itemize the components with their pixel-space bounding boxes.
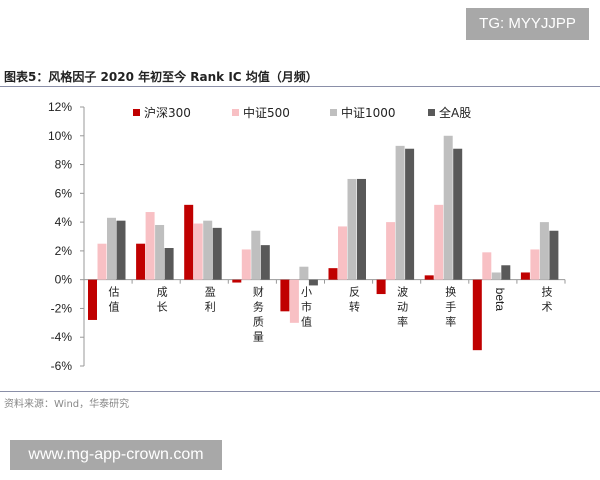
bar-沪深300-技术: [520, 272, 530, 280]
bar-全A股-财务质量: [260, 245, 270, 280]
bar-中证1000-估值: [107, 217, 116, 280]
bar-沪深300-估值: [88, 279, 97, 320]
legend-swatch-沪深300: [133, 109, 140, 116]
bar-中证1000-beta: [491, 272, 501, 280]
source-note: 资料来源：Wind，华泰研究: [4, 399, 130, 410]
bar-中证500-换手率: [434, 204, 444, 280]
category-label: 技术: [541, 286, 552, 314]
bar-中证500-beta: [482, 252, 492, 280]
legend-label: 沪深300: [144, 106, 191, 120]
category-label: 盈利: [205, 286, 216, 314]
bar-中证1000-技术: [539, 222, 549, 280]
bar-沪深300-财务质量: [232, 279, 242, 283]
y-tick-label: 0%: [55, 273, 73, 287]
y-tick-label: -6%: [51, 359, 73, 373]
chart-title: 图表5：风格因子 2020 年初至今 Rank IC 均值（月频）: [4, 70, 318, 84]
y-tick-label: 2%: [55, 244, 73, 258]
bar-沪深300-小市值: [280, 279, 290, 312]
bar-中证1000-小市值: [299, 266, 309, 280]
y-tick-label: 4%: [55, 215, 73, 229]
category-label: beta: [493, 288, 507, 312]
legend-label: 全A股: [439, 105, 471, 120]
bar-沪深300-换手率: [424, 275, 434, 280]
category-label: 小市值: [301, 286, 312, 329]
bar-中证1000-成长: [155, 224, 165, 280]
legend-swatch-中证1000: [330, 109, 337, 116]
legend-swatch-全A股: [428, 109, 435, 116]
bar-中证500-盈利: [193, 223, 203, 280]
legend-swatch-中证500: [232, 109, 239, 116]
bar-中证500-成长: [145, 212, 155, 280]
bar-中证1000-财务质量: [251, 230, 261, 280]
bar-沪深300-beta: [472, 279, 482, 351]
legend-label: 中证500: [243, 105, 290, 120]
category-label: 换手率: [445, 285, 456, 329]
bar-全A股-波动率: [405, 148, 415, 280]
bar-中证1000-盈利: [203, 220, 213, 280]
y-tick-label: -2%: [51, 301, 73, 315]
bar-全A股-技术: [549, 230, 559, 280]
bar-中证1000-反转: [347, 178, 357, 280]
bar-中证500-反转: [338, 226, 347, 280]
bar-全A股-成长: [164, 248, 174, 280]
bar-中证500-波动率: [386, 222, 396, 280]
bar-中证1000-波动率: [395, 145, 405, 280]
bar-中证500-小市值: [289, 279, 299, 323]
y-tick-label: 10%: [48, 129, 72, 143]
watermark-top: TG: MYYJJPP: [466, 8, 589, 40]
source-divider: [0, 391, 600, 392]
bar-全A股-估值: [116, 220, 126, 280]
bar-全A股-beta: [501, 265, 511, 280]
y-tick-label: 6%: [55, 186, 73, 200]
bar-全A股-换手率: [453, 148, 463, 280]
category-label: 反转: [349, 286, 360, 314]
category-label: 财务质量: [253, 285, 264, 344]
bar-中证500-财务质量: [241, 249, 251, 280]
bar-沪深300-盈利: [184, 204, 194, 280]
bar-中证1000-换手率: [443, 135, 453, 280]
legend-label: 中证1000: [341, 105, 396, 120]
bar-中证500-估值: [97, 243, 107, 280]
title-divider: [0, 86, 600, 87]
bar-全A股-小市值: [308, 279, 318, 286]
category-label: 估值: [109, 286, 120, 314]
bar-沪深300-反转: [328, 268, 338, 280]
category-label: 波动率: [397, 286, 408, 329]
y-tick-label: -4%: [51, 330, 73, 344]
watermark-bottom: www.mg-app-crown.com: [10, 440, 222, 470]
y-tick-label: 8%: [55, 158, 73, 172]
category-label: 成长: [157, 286, 168, 314]
bar-全A股-盈利: [212, 227, 222, 280]
y-tick-label: 12%: [48, 100, 72, 114]
bar-中证500-技术: [530, 249, 540, 280]
bar-沪深300-波动率: [376, 279, 386, 295]
bar-全A股-反转: [357, 178, 366, 280]
bar-沪深300-成长: [136, 243, 146, 280]
